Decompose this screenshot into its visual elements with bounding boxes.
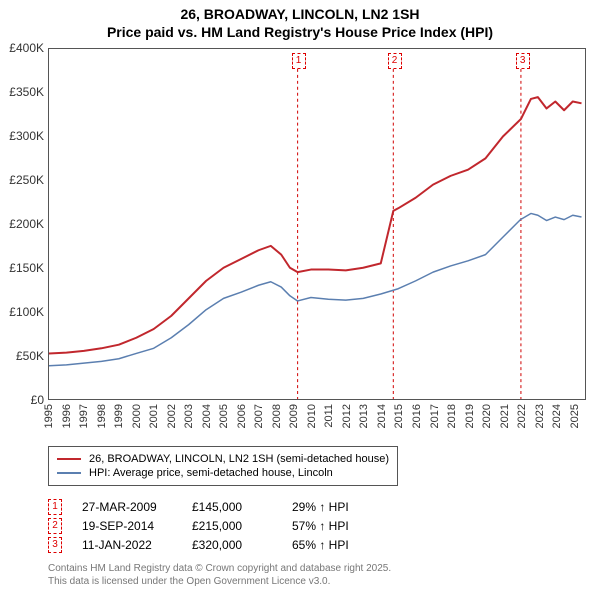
x-tick-label: 2008 [271, 404, 283, 428]
event-row-date: 11-JAN-2022 [82, 538, 192, 552]
x-tick-label: 1995 [43, 404, 55, 428]
x-tick-label: 2023 [534, 404, 546, 428]
title-line-2: Price paid vs. HM Land Registry's House … [0, 24, 600, 40]
event-row: 3 11-JAN-2022£320,00065% ↑ HPI [48, 537, 402, 553]
y-tick-label: £300K [9, 129, 44, 143]
y-tick-label: £200K [9, 217, 44, 231]
x-tick-label: 2015 [393, 404, 405, 428]
event-row-price: £320,000 [192, 538, 292, 552]
x-tick-label: 2020 [481, 404, 493, 428]
event-row-price: £145,000 [192, 500, 292, 514]
y-tick-label: £0 [31, 393, 44, 407]
x-tick-label: 2012 [341, 404, 353, 428]
x-tick-label: 2022 [516, 404, 528, 428]
event-row: 1 27-MAR-2009£145,00029% ↑ HPI [48, 499, 402, 515]
x-tick-label: 2019 [464, 404, 476, 428]
event-marker-box: 3 [516, 53, 530, 69]
attribution-line-1: Contains HM Land Registry data © Crown c… [48, 562, 391, 575]
event-row-price: £215,000 [192, 519, 292, 533]
x-tick-label: 2014 [376, 404, 388, 428]
x-tick-label: 2018 [446, 404, 458, 428]
event-marker-box: 1 [292, 53, 306, 69]
legend-label: HPI: Average price, semi-detached house,… [89, 467, 333, 479]
legend: 26, BROADWAY, LINCOLN, LN2 1SH (semi-det… [48, 446, 398, 486]
x-tick-label: 2007 [253, 404, 265, 428]
x-tick-label: 2025 [569, 404, 581, 428]
event-row-marker: 2 [48, 518, 62, 534]
x-tick-label: 1997 [78, 404, 90, 428]
titles: 26, BROADWAY, LINCOLN, LN2 1SH Price pai… [0, 0, 600, 40]
legend-row: 26, BROADWAY, LINCOLN, LN2 1SH (semi-det… [57, 453, 389, 465]
y-tick-label: £400K [9, 41, 44, 55]
event-row-date: 27-MAR-2009 [82, 500, 192, 514]
x-tick-label: 1999 [113, 404, 125, 428]
x-tick-label: 2003 [183, 404, 195, 428]
legend-swatch [57, 472, 81, 474]
x-tick-label: 2002 [166, 404, 178, 428]
x-tick-label: 2004 [201, 404, 213, 428]
x-tick-label: 2001 [148, 404, 160, 428]
x-tick-label: 1998 [96, 404, 108, 428]
y-tick-label: £50K [16, 349, 44, 363]
y-tick-label: £350K [9, 85, 44, 99]
event-row-marker: 1 [48, 499, 62, 515]
x-tick-label: 2021 [499, 404, 511, 428]
y-tick-label: £100K [9, 305, 44, 319]
x-tick-label: 2011 [323, 404, 335, 428]
legend-swatch [57, 458, 81, 460]
event-row: 2 19-SEP-2014£215,00057% ↑ HPI [48, 518, 402, 534]
attribution: Contains HM Land Registry data © Crown c… [48, 562, 391, 588]
legend-label: 26, BROADWAY, LINCOLN, LN2 1SH (semi-det… [89, 453, 389, 465]
y-tick-label: £150K [9, 261, 44, 275]
x-tick-label: 2017 [429, 404, 441, 428]
x-tick-label: 2013 [358, 404, 370, 428]
x-tick-label: 2024 [551, 404, 563, 428]
y-tick-label: £250K [9, 173, 44, 187]
event-row-hpi: 65% ↑ HPI [292, 538, 402, 552]
x-tick-label: 2010 [306, 404, 318, 428]
events-table: 1 27-MAR-2009£145,00029% ↑ HPI 2 19-SEP-201… [48, 496, 402, 556]
series-hpi [49, 213, 582, 365]
plot-svg [49, 49, 585, 399]
x-tick-label: 2006 [236, 404, 248, 428]
event-row-marker: 3 [48, 537, 62, 553]
x-tick-label: 2000 [131, 404, 143, 428]
event-marker-box: 2 [388, 53, 402, 69]
plot-area: 1 2 3 [48, 48, 586, 400]
event-row-hpi: 57% ↑ HPI [292, 519, 402, 533]
x-tick-label: 2005 [218, 404, 230, 428]
legend-row: HPI: Average price, semi-detached house,… [57, 467, 389, 479]
attribution-line-2: This data is licensed under the Open Gov… [48, 575, 391, 588]
event-row-hpi: 29% ↑ HPI [292, 500, 402, 514]
title-line-1: 26, BROADWAY, LINCOLN, LN2 1SH [0, 6, 600, 22]
chart-figure: 26, BROADWAY, LINCOLN, LN2 1SH Price pai… [0, 0, 600, 590]
series-price_paid [49, 97, 582, 353]
x-tick-label: 2016 [411, 404, 423, 428]
x-tick-label: 1996 [61, 404, 73, 428]
x-tick-label: 2009 [288, 404, 300, 428]
event-row-date: 19-SEP-2014 [82, 519, 192, 533]
